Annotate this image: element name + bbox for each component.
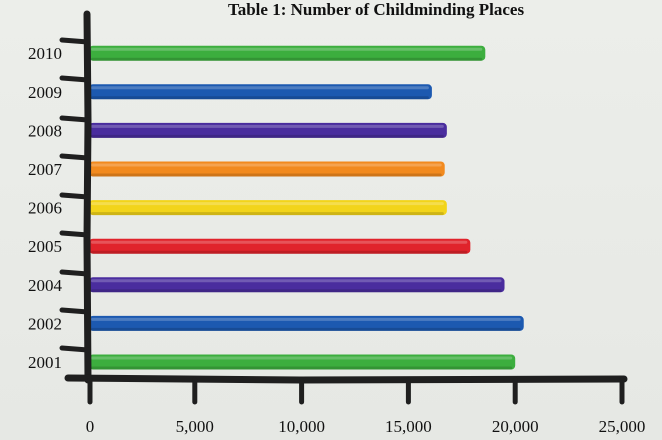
x-tick-label: 20,000 xyxy=(492,417,539,436)
x-axis-line xyxy=(64,374,628,384)
bar-2005-fill xyxy=(89,238,471,254)
x-tick-label: 5,000 xyxy=(176,417,214,436)
bar-2007 xyxy=(89,161,445,177)
y-tick-label-2010: 2010 xyxy=(28,44,62,63)
bar-2010-shadow xyxy=(91,57,483,61)
y-tick-label-2004: 2004 xyxy=(28,276,63,295)
bar-2004 xyxy=(89,277,505,293)
bar-2007-shadow xyxy=(91,173,442,177)
bar-2010-fill xyxy=(89,45,486,61)
bar-2008 xyxy=(89,122,447,138)
chart-title: Table 1: Number of Childminding Places xyxy=(227,0,525,19)
y-tick-label-2008: 2008 xyxy=(28,121,62,140)
bar-2006-highlight xyxy=(91,202,444,206)
bar-2002-highlight xyxy=(91,317,521,321)
y-axis-tick xyxy=(59,269,91,277)
y-tick-label-2007: 2007 xyxy=(28,160,63,179)
bar-2009-highlight xyxy=(91,86,429,90)
y-tick-label-2005: 2005 xyxy=(28,237,62,256)
bar-2010-highlight xyxy=(91,47,483,51)
bar-2010 xyxy=(89,45,486,61)
x-tick-label: 0 xyxy=(86,417,95,436)
y-axis-tick xyxy=(59,192,91,200)
y-tick-label-2006: 2006 xyxy=(28,199,62,218)
bar-2004-fill xyxy=(89,277,505,293)
y-axis-tick xyxy=(59,345,91,353)
bar-2009-shadow xyxy=(91,96,429,100)
bar-2004-shadow xyxy=(91,289,502,293)
y-tick-label-2001: 2001 xyxy=(28,353,62,372)
bar-2001-highlight xyxy=(91,356,513,360)
x-tick-label: 15,000 xyxy=(385,417,432,436)
x-tick-label: 25,000 xyxy=(599,417,646,436)
bar-2005-highlight xyxy=(91,240,468,244)
y-axis-tick xyxy=(59,307,91,315)
y-axis-tick xyxy=(59,153,91,161)
bar-2009-fill xyxy=(89,84,432,100)
bar-2008-fill xyxy=(89,122,447,138)
bar-2008-shadow xyxy=(91,134,444,138)
bar-2006 xyxy=(89,200,447,216)
bar-2005-shadow xyxy=(91,250,468,254)
bar-2009 xyxy=(89,84,432,100)
bar-2006-shadow xyxy=(91,212,444,216)
y-axis-tick xyxy=(59,75,91,83)
y-tick-label-2002: 2002 xyxy=(28,314,62,333)
axes-group xyxy=(59,10,628,405)
y-axis-tick xyxy=(59,37,91,45)
bar-2002-shadow xyxy=(91,327,521,331)
bar-2008-highlight xyxy=(91,124,444,128)
x-tick-label: 10,000 xyxy=(278,417,325,436)
bar-2001-shadow xyxy=(91,366,513,370)
bar-2001-fill xyxy=(89,354,516,370)
bar-2004-highlight xyxy=(91,279,502,283)
y-axis-tick xyxy=(59,230,91,238)
bar-2002-fill xyxy=(89,315,524,331)
labels-group: 2001 2002 2004 2005 2006 2007 2008 2009 2010 0 5,0… xyxy=(28,44,645,436)
bar-2007-highlight xyxy=(91,163,442,167)
y-tick-label-2009: 2009 xyxy=(28,83,62,102)
bar-2001 xyxy=(89,354,516,370)
bar-2007-fill xyxy=(89,161,445,177)
bar-2006-fill xyxy=(89,200,447,216)
bar-2002 xyxy=(89,315,524,331)
y-axis-tick xyxy=(59,115,91,123)
bars-group xyxy=(89,45,524,370)
bar-2005 xyxy=(89,238,471,254)
